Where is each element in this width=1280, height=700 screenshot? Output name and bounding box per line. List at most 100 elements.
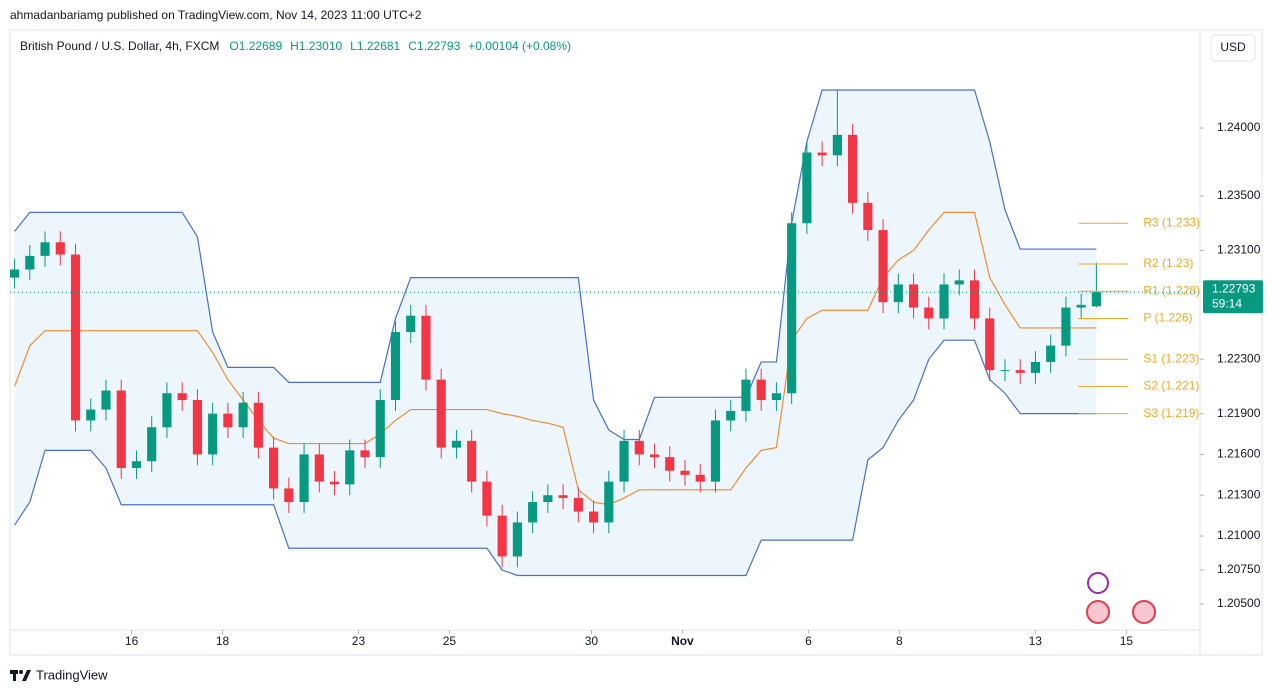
candle-body (223, 413, 233, 428)
candle-body (817, 152, 827, 156)
candle-body (802, 152, 812, 224)
candle-body (893, 284, 903, 303)
icons (1086, 572, 1156, 624)
y-tick-label: 1.22300 (1217, 351, 1261, 365)
candle-body (345, 450, 355, 485)
candle-body (1091, 292, 1101, 307)
candle-body (360, 450, 370, 458)
ohlc-legend: O1.22689 H1.23010 L1.22681 C1.22793 +0.00104… (229, 39, 571, 53)
candle-body (55, 242, 65, 255)
x-tick-label: 8 (896, 634, 903, 648)
candle-body (86, 409, 96, 421)
pivot-label: S1 (1.223) (1143, 351, 1199, 365)
candle-body (528, 502, 538, 523)
currency-button[interactable] (1210, 34, 1256, 62)
candle-body (619, 440, 629, 482)
candle-body (954, 280, 964, 285)
y-tick-label: 1.21300 (1217, 487, 1261, 501)
candle-body (375, 400, 385, 458)
candle-body (162, 393, 172, 428)
candle-body (421, 315, 431, 380)
y-tick-label: 1.20750 (1217, 562, 1261, 576)
candle-body (1015, 370, 1025, 373)
candle-body (985, 318, 995, 371)
indicator-line (14, 89, 1097, 441)
candle-body (680, 470, 690, 475)
y-tick-label: 1.24000 (1217, 120, 1261, 134)
y-tick-label: 1.23500 (1217, 188, 1261, 202)
brand: TradingView (36, 667, 108, 682)
candle-body (284, 488, 294, 503)
change: +0.00104 (+0.08%) (468, 39, 571, 53)
candle-body (406, 315, 416, 333)
candle-body (436, 379, 446, 448)
pivot-label: R2 (1.23) (1143, 256, 1193, 270)
candle-body (314, 454, 324, 482)
tv-logo (10, 670, 31, 681)
candle-body (147, 427, 157, 462)
candle-body (969, 280, 980, 319)
x-tick-label: 23 (352, 634, 366, 648)
x-tick-label: 6 (805, 634, 812, 648)
countdown: 59:14 (1212, 296, 1242, 310)
candle-body (467, 440, 477, 482)
ohlc-value: C1.22793 (408, 39, 460, 53)
candle-body (604, 481, 614, 523)
indicator-line (14, 211, 1097, 506)
candle-body (131, 461, 142, 469)
candle-body (512, 522, 522, 557)
pivot-label: R3 (1.233) (1143, 215, 1200, 229)
candle-body (1046, 345, 1056, 362)
y-tick-label: 1.21900 (1217, 406, 1261, 420)
candle-body (25, 255, 35, 270)
candle-body (253, 402, 263, 448)
candle-body (634, 440, 644, 455)
candle-body (848, 134, 858, 203)
candle-body (771, 393, 781, 401)
candle-body (482, 481, 492, 516)
candle-body (878, 230, 888, 303)
candle-body (726, 410, 736, 421)
candle-body (208, 413, 218, 455)
candle-body (558, 495, 568, 498)
x-tick-label: 18 (216, 634, 230, 648)
pivot-label: S3 (1.219) (1143, 406, 1199, 420)
y-tick-label: 1.20500 (1217, 596, 1261, 610)
candle-body (741, 379, 751, 411)
candle-body (70, 254, 81, 421)
candle-body (177, 393, 187, 401)
candle-body (269, 447, 279, 489)
pivot-label: S2 (1.221) (1143, 379, 1199, 393)
x-tick-label: 25 (443, 634, 457, 648)
candle-body (908, 284, 919, 308)
candle-body (10, 269, 20, 278)
pivot-label: R1 (1.228) (1143, 283, 1200, 297)
candle-body (710, 420, 721, 482)
candle-body (787, 223, 797, 394)
candle-body (390, 332, 401, 401)
ohlc-value: O1.22689 (229, 39, 282, 53)
band-fill (14, 89, 1097, 576)
candle-body (40, 242, 50, 256)
x-tick-label: Nov (671, 634, 694, 648)
candle-body (863, 202, 873, 231)
candle-body (1076, 304, 1086, 308)
indicator-line (14, 339, 1097, 577)
candle-body (299, 454, 309, 503)
x-tick-label: 15 (1120, 634, 1134, 648)
candle-body (238, 402, 248, 428)
candle-body (573, 497, 583, 512)
candle-body (116, 390, 126, 469)
candle-body (329, 481, 340, 485)
y-tick-label: 1.23100 (1217, 243, 1261, 257)
ohlc-value: H1.23010 (290, 39, 342, 53)
candle-body (192, 400, 202, 455)
candle-body (665, 457, 675, 471)
candle-body (924, 307, 934, 319)
ohlc-value: L1.22681 (350, 39, 400, 53)
currency[interactable]: USD (1220, 40, 1246, 54)
pivot-label: P (1.226) (1143, 311, 1192, 325)
frame (9, 29, 1263, 656)
candle-body (756, 379, 766, 401)
last-price-label: 1.22793 (1212, 281, 1256, 295)
